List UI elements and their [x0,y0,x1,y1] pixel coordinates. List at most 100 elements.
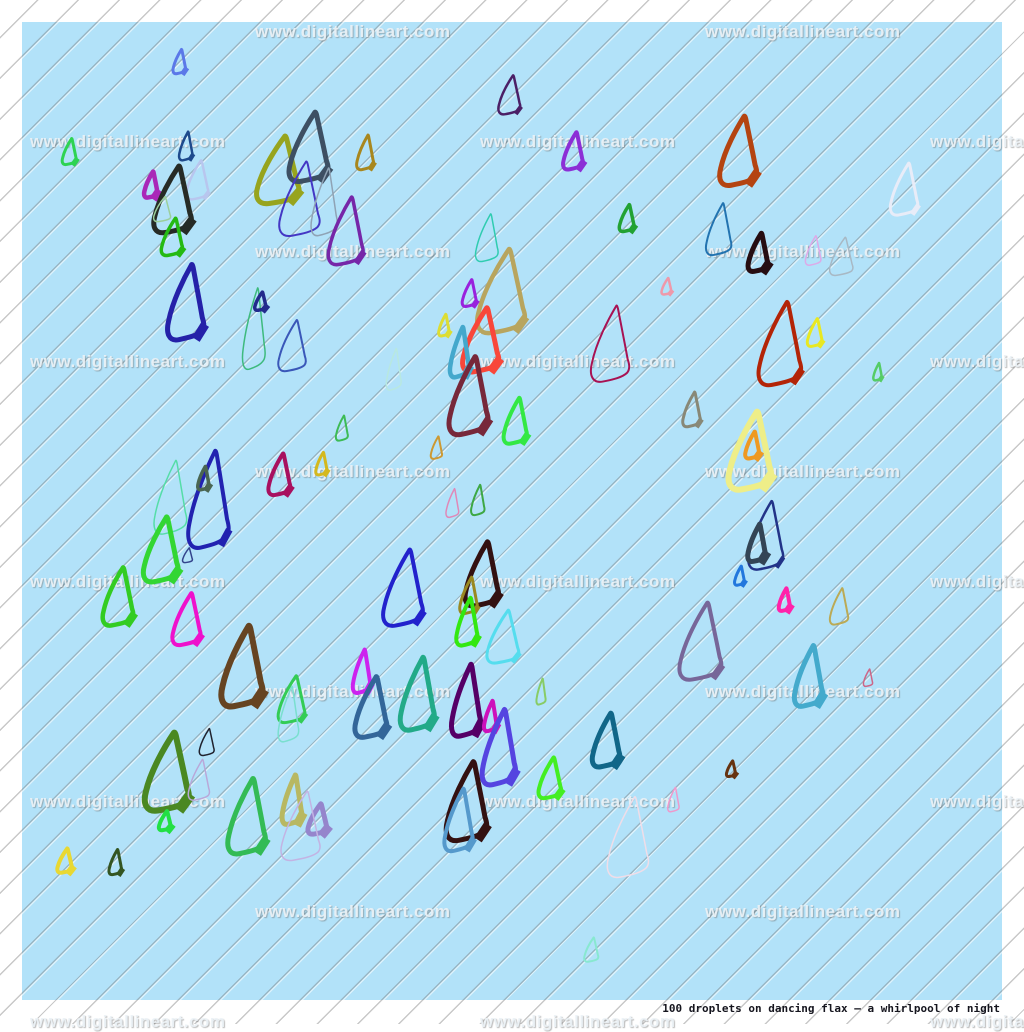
droplet [469,483,488,518]
droplet [447,660,488,743]
droplet [196,465,212,492]
droplet [157,810,174,832]
droplet [429,435,445,461]
droplet [168,590,208,650]
droplet [274,673,312,727]
caption-text: 100 droplets on dancing flax — a whirlpo… [662,1002,1000,1015]
droplet [453,595,483,650]
droplet [182,445,239,557]
droplet [722,407,782,497]
droplet [477,705,524,792]
droplet [275,683,304,747]
droplet [334,414,351,443]
watermark-text: www.digitallineart.com [930,792,1024,811]
droplet [803,234,825,268]
droplet [617,203,638,234]
droplet [305,802,332,837]
droplet [171,48,189,76]
watermark-text: www.digitallineart.com [255,462,451,481]
droplet [460,278,480,309]
droplet [535,755,567,802]
droplet [215,621,273,714]
droplet [482,607,527,668]
droplet [500,395,533,448]
droplet [55,847,76,875]
watermark-text: www.digitallineart.com [705,462,901,481]
watermark-text: www.digitallineart.com [480,792,676,811]
droplet [222,774,275,861]
droplet [314,451,330,477]
watermark-text: www.digitallineart.com [30,132,226,151]
watermark-text: www.digitallineart.com [255,242,451,261]
droplet [585,301,639,389]
droplet [826,235,859,279]
droplet [377,545,433,633]
droplet [443,352,498,442]
droplet [560,130,588,173]
droplet [535,677,548,707]
droplet [138,728,200,818]
watermark-text: www.digitallineart.com [255,902,451,921]
droplet [239,283,271,377]
droplet [185,757,215,804]
droplet [181,547,195,564]
droplet [395,653,443,737]
droplet [777,587,793,613]
droplet [440,757,497,848]
droplet [274,317,313,376]
droplet [733,565,747,587]
watermark-text: www.digitallineart.com [930,572,1024,591]
droplet [827,586,853,628]
droplet [714,112,766,192]
droplet [666,786,682,814]
droplet [323,193,372,271]
droplet [588,710,627,772]
droplet [158,216,188,259]
watermark-text: www.digitallineart.com [930,132,1024,151]
droplet [745,231,773,275]
droplet [60,137,80,167]
droplet [457,304,508,378]
droplet [275,787,330,867]
droplet [601,792,659,885]
droplet [138,513,187,588]
droplet [805,317,826,349]
droplet [886,160,925,220]
droplet [752,297,812,393]
droplet [162,260,213,347]
droplet [437,313,452,338]
watermark-text: www.digitallineart.com [255,22,451,41]
droplet [790,642,830,712]
droplet [680,390,705,430]
droplet [440,785,480,857]
droplet [660,277,674,296]
droplet [582,936,602,964]
droplet [253,291,269,312]
watermark-text: www.digitallineart.com [930,352,1024,371]
droplet [743,430,763,461]
watermark-text: www.digitallineart.com [480,572,676,591]
droplet [702,200,738,260]
droplet [384,346,405,394]
watermark-text: www.digitallineart.com [30,352,226,371]
droplet [470,244,537,341]
droplet [149,456,195,541]
droplet [444,487,462,520]
droplet [107,848,125,877]
droplet [354,133,378,173]
watermark-text: www.digitallineart.com [705,22,901,41]
droplet [151,195,175,224]
droplet [265,451,296,499]
droplet [725,760,738,778]
watermark-text: www.digitallineart.com [705,682,901,701]
droplet [279,772,307,829]
droplet [495,73,526,118]
droplet [350,673,395,743]
droplet [745,522,770,565]
droplet [197,727,218,758]
droplet [273,157,330,243]
droplet [142,170,161,200]
droplet [250,132,310,210]
droplet [872,362,884,382]
